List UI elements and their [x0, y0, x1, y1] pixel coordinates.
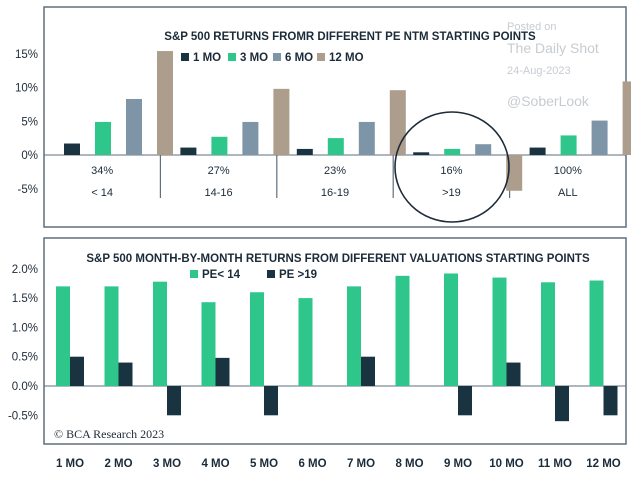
top-bar: [64, 143, 80, 155]
top-bar: [273, 88, 290, 155]
bottom-bar: [603, 386, 618, 416]
watermark-date: 24-Aug-2023: [507, 65, 571, 77]
watermark-posted: Posted on: [507, 21, 557, 33]
top-bar: [389, 90, 406, 155]
top-category-share: 23%: [324, 165, 346, 177]
bottom-bar: [506, 362, 521, 386]
bottom-bar: [153, 281, 167, 386]
bottom-category-label: 1 MO: [56, 458, 84, 470]
top-category-label: 14-16: [205, 187, 233, 199]
bottom-chart-title: S&P 500 MONTH-BY-MONTH RETURNS FROM DIFF…: [86, 253, 590, 265]
top-bar: [506, 155, 523, 191]
bottom-category-label: 4 MO: [201, 458, 229, 470]
top-bar: [242, 121, 259, 155]
bottom-bar: [492, 277, 507, 386]
bottom-legend-swatch: [190, 270, 198, 278]
bottom-category-label: 2 MO: [104, 458, 132, 470]
bottom-category-label: 6 MO: [298, 458, 326, 470]
top-legend-label: 6 MO: [285, 52, 313, 64]
top-legend-swatch: [181, 53, 189, 61]
top-bar: [126, 98, 142, 155]
top-category-label: >19: [442, 187, 461, 199]
top-category-share: 16%: [440, 165, 462, 177]
top-ytick-label: 5%: [21, 116, 38, 128]
bottom-bar: [56, 286, 70, 386]
top-category-label: 16-19: [321, 187, 349, 199]
highlight-circle: [394, 111, 510, 223]
top-legend-swatch: [317, 53, 325, 61]
top-bar: [591, 120, 608, 155]
bottom-bar: [395, 275, 410, 386]
bottom-category-label: 5 MO: [250, 458, 278, 470]
top-ytick-label: 15%: [15, 49, 38, 61]
bottom-bar: [215, 357, 230, 386]
bottom-category-label: 8 MO: [395, 458, 423, 470]
top-bar: [529, 147, 546, 155]
bottom-legend-swatch: [267, 270, 275, 278]
top-bar: [211, 136, 228, 155]
bottom-bar: [264, 386, 278, 416]
bottom-ytick-label: 0.5%: [12, 352, 38, 364]
top-bar: [296, 148, 313, 155]
top-bar: [327, 138, 344, 155]
bottom-bar: [361, 356, 375, 386]
top-bar: [560, 135, 577, 155]
bottom-category-label: 9 MO: [444, 458, 472, 470]
bottom-bar: [167, 386, 181, 416]
top-legend-label: 3 MO: [240, 52, 268, 64]
bottom-bar: [589, 280, 604, 386]
top-legend-label: 12 MO: [329, 52, 364, 64]
bottom-bar: [298, 298, 313, 386]
bottom-category-label: 7 MO: [347, 458, 375, 470]
bottom-ytick-label: 0.0%: [12, 381, 38, 393]
top-legend-label: 1 MO: [193, 52, 221, 64]
credit-text: © BCA Research 2023: [54, 427, 164, 441]
top-bar: [475, 144, 492, 155]
bottom-bar: [118, 362, 133, 386]
bottom-category-label: 11 MO: [538, 458, 572, 470]
bottom-bar: [70, 356, 84, 386]
top-bar: [358, 121, 375, 155]
top-chart-title: S&P 500 RETURNS FROMR DIFFERENT PE NTM S…: [164, 31, 536, 43]
bottom-legend-label: PE< 14: [202, 269, 241, 281]
top-legend-swatch: [273, 53, 281, 61]
bottom-ytick-label: 1.5%: [12, 293, 38, 305]
top-legend-swatch: [228, 53, 236, 61]
top-category-share: 27%: [208, 165, 230, 177]
bottom-ytick-label: 2.0%: [12, 264, 38, 276]
top-bar: [444, 148, 461, 155]
bottom-category-label: 12 MO: [586, 458, 621, 470]
top-bar: [413, 152, 430, 155]
watermark-site: The Daily Shot: [507, 40, 599, 56]
bottom-ytick-label: 1.0%: [12, 322, 38, 334]
top-ytick-label: 10%: [15, 83, 38, 95]
top-bar: [622, 81, 631, 155]
bottom-bar: [555, 386, 569, 422]
top-bar: [95, 121, 111, 155]
bottom-bar: [444, 273, 458, 386]
top-category-share: 100%: [554, 165, 582, 177]
bottom-bar: [541, 282, 555, 386]
top-category-label: < 14: [91, 187, 113, 199]
top-ytick-label: 0%: [21, 150, 38, 162]
top-category-label: ALL: [558, 187, 578, 199]
bottom-bar: [201, 302, 216, 386]
bottom-bar: [104, 286, 119, 386]
bottom-panel-frame: [43, 237, 627, 445]
top-bar: [180, 147, 197, 155]
top-bar: [157, 51, 173, 155]
bottom-bar: [347, 286, 361, 386]
bottom-ytick-label: -0.5%: [8, 410, 38, 422]
bottom-bar: [458, 386, 472, 416]
watermark-handle: @SoberLook: [507, 93, 590, 109]
bottom-category-label: 3 MO: [153, 458, 181, 470]
bottom-legend-label: PE >19: [279, 269, 317, 281]
top-category-share: 34%: [91, 165, 113, 177]
top-ytick-label: -5%: [18, 184, 38, 196]
bottom-bar: [250, 292, 264, 386]
bottom-category-label: 10 MO: [489, 458, 524, 470]
